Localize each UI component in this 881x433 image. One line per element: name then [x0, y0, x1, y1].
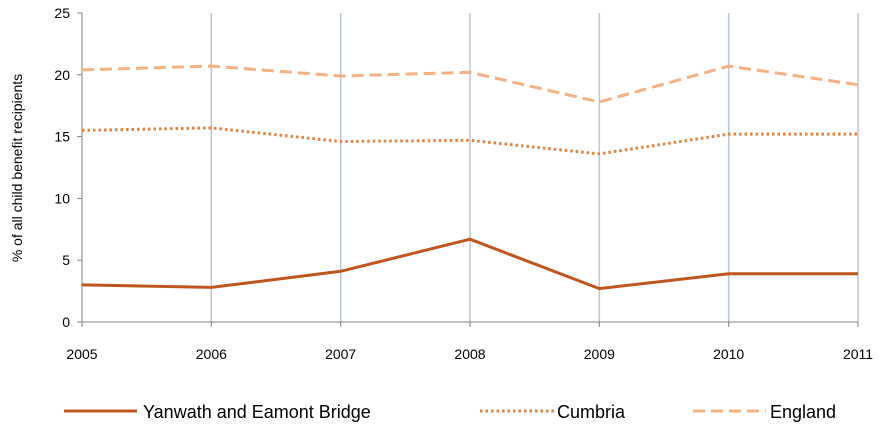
- y-tick-label-20: 20: [54, 67, 70, 83]
- legend-label-cumbria: Cumbria: [557, 402, 626, 422]
- series-line-england: [81, 64, 859, 104]
- y-tick-label-5: 5: [62, 252, 70, 268]
- axes: [77, 12, 859, 327]
- x-tick-label-2009: 2009: [584, 346, 615, 362]
- tick-labels: 0 5 10 15 20 25 2005 2006 2007 2008 2009 2010 2011: [54, 5, 873, 362]
- x-tick-label-2007: 2007: [325, 346, 356, 362]
- x-tick-label-2010: 2010: [713, 346, 744, 362]
- series-line-cumbria: [81, 126, 858, 156]
- y-tick-label-0: 0: [62, 314, 70, 330]
- x-tick-label-2005: 2005: [66, 346, 97, 362]
- y-tick-label-25: 25: [54, 5, 70, 21]
- series-lines: [81, 64, 859, 291]
- legend-label-england: England: [770, 402, 836, 422]
- legend: Yanwath and Eamont Bridge Cumbria England: [64, 402, 836, 422]
- x-tick-label-2011: 2011: [843, 346, 873, 362]
- x-tick-label-2008: 2008: [454, 346, 485, 362]
- gridlines: [210, 13, 859, 322]
- y-axis-title: % of all child benefit recipients: [9, 74, 25, 262]
- series-line-yanwath-and-eamont-bridge: [81, 237, 858, 291]
- y-tick-label-10: 10: [54, 190, 70, 206]
- x-tick-label-2006: 2006: [196, 346, 227, 362]
- y-tick-label-15: 15: [54, 129, 70, 145]
- legend-label-yanwath-and-eamont-bridge: Yanwath and Eamont Bridge: [143, 402, 371, 422]
